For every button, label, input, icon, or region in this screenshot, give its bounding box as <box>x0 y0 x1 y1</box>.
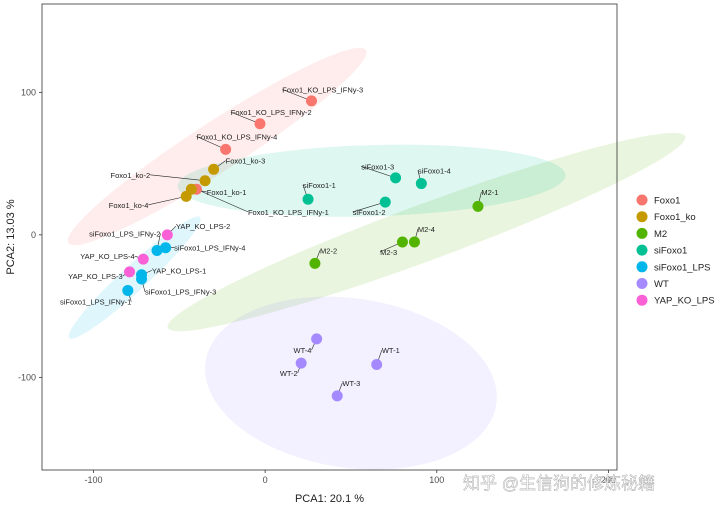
point-label-foxo1-ko-3: Foxo1_ko-3 <box>226 157 266 166</box>
point-foxo1-ko-2 <box>199 175 211 187</box>
y-tick-label-2: 100 <box>21 87 36 97</box>
point-m2-4 <box>408 236 420 248</box>
point-label-wt-4: WT-4 <box>294 346 312 355</box>
point-label-sifoxo1-lps-ifny-1: siFoxo1_LPS_IFNy-1 <box>60 298 131 307</box>
y-tick-label-1: 0 <box>31 230 36 240</box>
point-sifoxo1-lps-ifny-2 <box>151 245 163 257</box>
point-label-foxo1-ko-lps-ifny-1: Foxo1_KO_LPS_IFNy-1 <box>248 208 329 217</box>
legend: Foxo1 Foxo1_ko M2 siFoxo1 siFoxo1_LPS WT YAP_K… <box>636 194 715 307</box>
point-label-yap-ko-lps-1: YAP_KO_LPS-1 <box>152 266 206 275</box>
legend-label-m2: M2 <box>654 229 667 240</box>
ellipse-wt <box>205 296 497 470</box>
point-label-m2-3: M2-3 <box>380 248 397 257</box>
point-label-yap-ko-lps-4: YAP_KO_LPS-4 <box>80 252 134 261</box>
point-foxo1-ko-lps-ifny-2 <box>254 118 266 130</box>
point-sifoxo1-2 <box>379 196 391 208</box>
point-m2-3 <box>396 236 408 248</box>
point-label-m2-2: M2-2 <box>320 246 337 255</box>
legend-swatch-sifoxo1-lps <box>636 261 648 273</box>
point-sifoxo1-1 <box>302 193 314 205</box>
point-sifoxo1-lps-ifny-1 <box>122 284 134 296</box>
point-wt-3 <box>331 390 343 402</box>
legend-swatch-sifoxo1 <box>636 244 648 256</box>
legend-label-yap-ko-lps: YAP_KO_LPS <box>654 296 715 307</box>
legend-label-foxo1-ko: Foxo1_ko <box>654 212 696 223</box>
y-axis-title: PCA2: 13.03 % <box>5 199 17 274</box>
x-tick-label-1: 0 <box>263 475 268 485</box>
axis-ticks: -100 0 100 200 -100 0 100 <box>18 87 616 485</box>
group-ellipses <box>67 47 686 470</box>
point-label-wt-1: WT-1 <box>382 346 400 355</box>
legend-label-sifoxo1: siFoxo1 <box>654 246 687 257</box>
x-tick-label-2: 100 <box>429 475 444 485</box>
point-label-sifoxo1-lps-ifny-2: siFoxo1_LPS_IFNy-2 <box>89 229 160 238</box>
point-label-foxo1-ko-lps-ifny-2: Foxo1_KO_LPS_IFNy-2 <box>231 108 312 117</box>
data-points <box>122 95 484 402</box>
point-label-sifoxo1-lps-ifny-4: siFoxo1_LPS_IFNy-4 <box>174 244 245 253</box>
legend-swatch-wt <box>636 278 648 289</box>
point-foxo1-ko-3 <box>208 163 220 175</box>
point-label-m2-4: M2-4 <box>418 225 435 234</box>
ellipse-m2 <box>167 132 686 332</box>
watermark-text: 知乎 @生信狗的修炼秘籍 <box>463 474 655 493</box>
point-label-m2-1: M2-1 <box>481 188 498 197</box>
point-label-foxo1-ko-1: Foxo1_ko-1 <box>207 188 247 197</box>
point-sifoxo1-4 <box>415 178 427 190</box>
point-wt-1 <box>371 359 383 371</box>
point-label-sifoxo1-1: siFoxo1-1 <box>303 181 336 190</box>
point-label-sifoxo1-4: siFoxo1-4 <box>418 167 451 176</box>
point-label-sifoxo1-3: siFoxo1-3 <box>361 162 394 171</box>
point-label-wt-2: WT-2 <box>280 369 298 378</box>
point-wt-4 <box>311 333 323 345</box>
point-label-yap-ko-lps-2: YAP_KO_LPS-2 <box>176 222 230 231</box>
point-foxo1-ko-lps-ifny-3 <box>305 95 317 107</box>
leader-line-foxo1-ko-lps-ifny-1 <box>196 188 249 213</box>
point-yap-ko-lps-3 <box>124 266 136 278</box>
point-label-foxo1-ko-4: Foxo1_ko-4 <box>109 201 149 210</box>
point-label-foxo1-ko-lps-ifny-3: Foxo1_KO_LPS_IFNy-3 <box>282 85 363 94</box>
legend-swatch-yap-ko-lps <box>636 294 648 306</box>
leader-line-foxo1-ko-4 <box>148 196 187 206</box>
point-label-foxo1-ko-2: Foxo1_ko-2 <box>111 171 151 180</box>
ellipse-foxo1 <box>67 47 367 246</box>
point-foxo1-ko-4 <box>180 190 192 202</box>
leader-line-sifoxo1-3 <box>361 166 396 179</box>
legend-label-sifoxo1-lps: siFoxo1_LPS <box>654 262 711 273</box>
y-tick-label-0: -100 <box>18 372 36 382</box>
point-label-sifoxo1-lps-ifny-3: siFoxo1_LPS_IFNy-3 <box>145 288 216 297</box>
plot-panel-border <box>41 3 618 471</box>
legend-swatch-m2 <box>636 227 648 239</box>
legend-label-foxo1: Foxo1 <box>654 196 680 207</box>
point-sifoxo1-lps-ifny-4 <box>160 242 172 254</box>
legend-swatch-foxo1 <box>636 194 648 206</box>
point-sifoxo1-lps-ifny-3 <box>136 273 148 285</box>
point-yap-ko-lps-2 <box>161 229 173 241</box>
point-label-wt-3: WT-3 <box>342 379 360 388</box>
point-sifoxo1-3 <box>390 172 402 184</box>
leader-line-sifoxo1-2 <box>352 201 386 213</box>
point-label-foxo1-ko-lps-ifny-4: Foxo1_KO_LPS_IFNy-4 <box>196 132 277 141</box>
x-axis-title: PCA1: 20.1 % <box>295 493 364 505</box>
legend-swatch-foxo1-ko <box>636 211 648 223</box>
point-m2-1 <box>472 200 484 212</box>
leader-line-foxo1-ko-2 <box>150 174 206 182</box>
x-tick-label-0: -100 <box>84 475 102 485</box>
point-label-yap-ko-lps-3: YAP_KO_LPS-3 <box>68 272 122 281</box>
point-yap-ko-lps-4 <box>137 253 149 265</box>
x-tick-label-3: 200 <box>601 475 616 485</box>
legend-label-wt: WT <box>654 279 669 290</box>
point-m2-2 <box>309 257 321 269</box>
point-foxo1-ko-lps-ifny-4 <box>220 143 232 155</box>
ellipse-sifoxo1 <box>177 144 566 217</box>
point-label-sifoxo1-2: siFoxo1-2 <box>353 208 386 217</box>
point-wt-2 <box>295 357 307 369</box>
point-labels: Foxo1_KO_LPS_IFNy-3 Foxo1_KO_LPS_IFNy-2 Fo… <box>60 85 499 388</box>
